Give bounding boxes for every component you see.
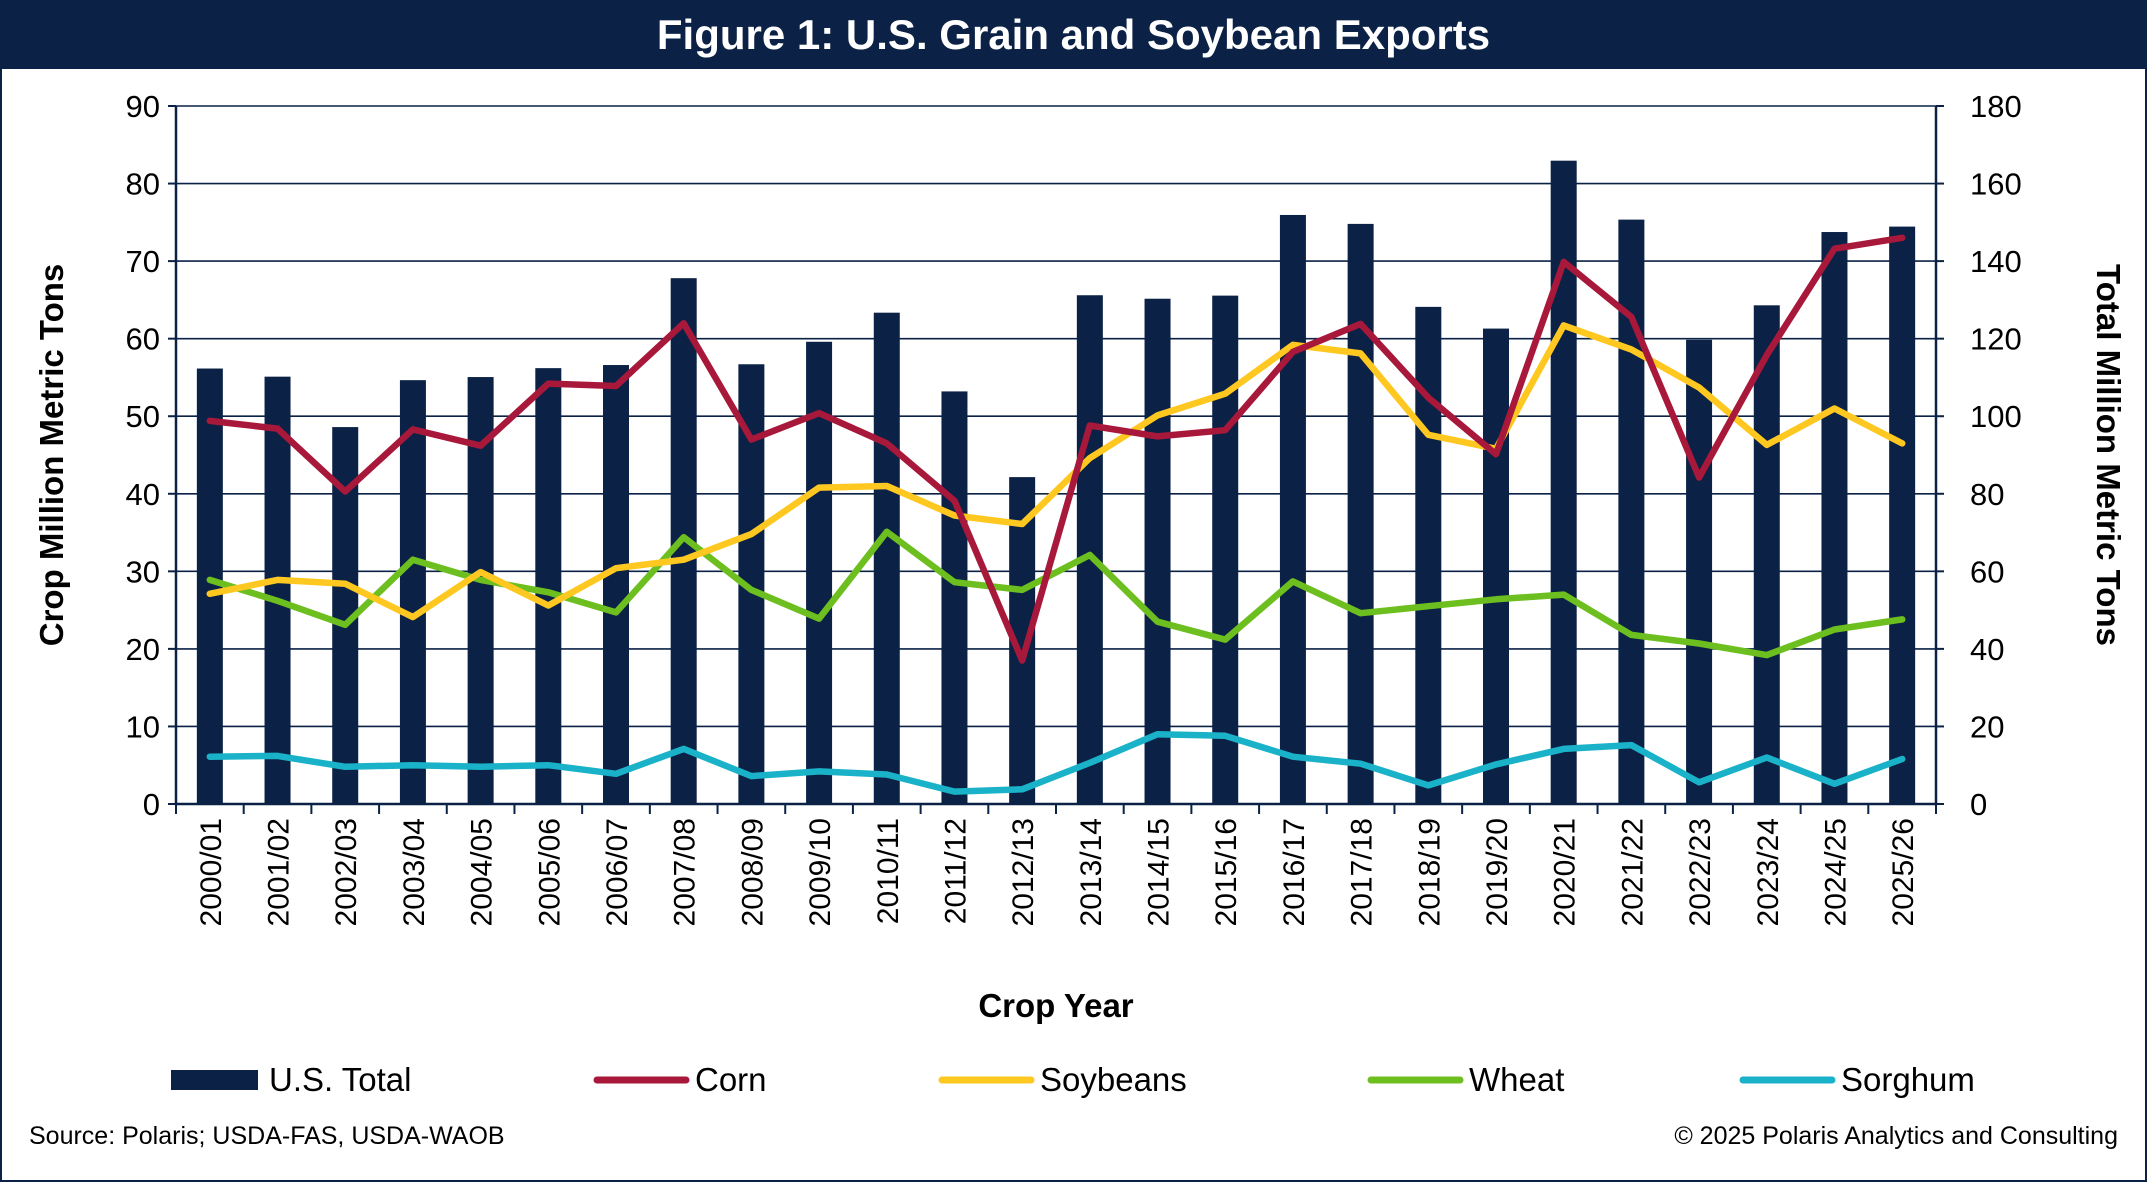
chart-title: Figure 1: U.S. Grain and Soybean Exports bbox=[656, 11, 1491, 58]
legend-swatch-u-s-total bbox=[171, 1070, 258, 1090]
series-line-wheat bbox=[206, 528, 1906, 659]
left-axis-title: Crop Million Metric Tons bbox=[33, 264, 70, 647]
x-axis-tick-label: 2019/20 bbox=[1481, 818, 1514, 926]
bar-us-total bbox=[1821, 232, 1848, 804]
x-axis-tick-label: 2025/26 bbox=[1887, 818, 1920, 926]
source-note: Source: Polaris; USDA-FAS, USDA-WAOB bbox=[29, 1122, 505, 1150]
bar-us-total bbox=[196, 368, 223, 804]
bar-us-total bbox=[873, 312, 900, 804]
left-axis-tick-label: 60 bbox=[126, 322, 160, 357]
x-axis-tick-label: 2018/19 bbox=[1413, 818, 1446, 926]
x-axis-tick-label: 2002/03 bbox=[330, 818, 363, 926]
bar-us-total bbox=[1076, 295, 1103, 804]
bar-us-total bbox=[264, 376, 291, 804]
bar-us-total bbox=[1889, 226, 1916, 805]
legend-label-u-s-total: U.S. Total bbox=[269, 1061, 411, 1098]
left-axis-tick-label: 90 bbox=[126, 89, 160, 124]
x-axis-tick-label: 2000/01 bbox=[195, 818, 228, 926]
legend-layer: U.S. Total Corn Soybeans Wheat Sorghum bbox=[171, 1061, 1975, 1098]
right-axis-tick-label: 180 bbox=[1970, 89, 2022, 124]
series-line-soybeans bbox=[206, 322, 1906, 621]
x-axis-tick-label: 2023/24 bbox=[1752, 818, 1785, 926]
bar-us-total bbox=[941, 391, 968, 804]
left-axis-tick-label: 10 bbox=[126, 709, 160, 744]
x-axis-tick-label: 2006/07 bbox=[601, 818, 634, 926]
legend-label-corn: Corn bbox=[695, 1061, 767, 1098]
right-axis-tick-label: 100 bbox=[1970, 399, 2022, 434]
bar-us-total bbox=[1212, 295, 1239, 804]
x-axis-tick-label: 2013/14 bbox=[1075, 818, 1108, 926]
bar-us-total bbox=[1279, 214, 1306, 804]
right-axis-tick-label: 20 bbox=[1970, 709, 2004, 744]
left-axis-tick-label: 20 bbox=[126, 632, 160, 667]
right-axis-tick-label: 80 bbox=[1970, 477, 2004, 512]
left-axis-tick-label: 70 bbox=[126, 244, 160, 279]
x-axis-tick-label: 2003/04 bbox=[398, 818, 431, 926]
x-axis-tick-label: 2020/21 bbox=[1549, 818, 1582, 926]
x-axis-tick-label: 2001/02 bbox=[263, 818, 296, 926]
series-line-sorghum bbox=[206, 730, 1906, 795]
bar-us-total bbox=[1550, 160, 1577, 805]
x-axis-tick-label: 2010/11 bbox=[872, 818, 905, 924]
bar-us-total bbox=[603, 365, 629, 804]
x-axis-tick-label: 2012/13 bbox=[1007, 818, 1040, 926]
bar-us-total bbox=[1144, 298, 1171, 804]
legend-label-wheat: Wheat bbox=[1469, 1061, 1564, 1098]
legend-label-soybeans: Soybeans bbox=[1040, 1061, 1187, 1098]
x-axis-tick-label: 2005/06 bbox=[533, 818, 566, 926]
x-axis-tick-label: 2008/09 bbox=[736, 818, 769, 926]
left-axis-tick-label: 80 bbox=[126, 167, 160, 202]
right-axis-title: Total Million Metric Tons bbox=[2090, 264, 2127, 646]
right-axis-tick-label: 120 bbox=[1970, 322, 2022, 357]
series-line-corn bbox=[206, 234, 1906, 664]
right-axis-tick-label: 140 bbox=[1970, 244, 2022, 279]
x-axis-tick-label: 2011/12 bbox=[939, 818, 972, 924]
x-axis-title: Crop Year bbox=[978, 987, 1133, 1024]
bar-us-total bbox=[1347, 223, 1374, 804]
bar-us-total bbox=[535, 368, 562, 804]
bar-us-total bbox=[1753, 305, 1780, 804]
copyright-note: © 2025 Polaris Analytics and Consulting bbox=[1674, 1122, 2118, 1150]
line-layer bbox=[206, 234, 1906, 795]
legend-label-sorghum: Sorghum bbox=[1841, 1061, 1975, 1098]
x-axis-tick-label: 2014/15 bbox=[1143, 818, 1176, 926]
bar-layer bbox=[196, 160, 1916, 805]
x-axis-tick-label: 2016/17 bbox=[1278, 818, 1311, 926]
x-axis-tick-label: 2021/22 bbox=[1616, 818, 1649, 926]
right-axis-tick-label: 60 bbox=[1970, 554, 2004, 589]
bar-us-total bbox=[1483, 328, 1509, 804]
x-axis-tick-label: 2015/16 bbox=[1210, 818, 1243, 926]
bar-us-total bbox=[399, 380, 426, 804]
bar-us-total bbox=[1686, 339, 1713, 804]
title-bar bbox=[0, 0, 2147, 69]
x-axis-tick-label: 2009/10 bbox=[804, 818, 837, 926]
right-axis-tick-label: 40 bbox=[1970, 632, 2004, 667]
left-axis-tick-label: 40 bbox=[126, 477, 160, 512]
left-axis-tick-label: 0 bbox=[143, 787, 160, 822]
right-axis-tick-label: 160 bbox=[1970, 167, 2022, 202]
x-axis-tick-label: 2004/05 bbox=[466, 818, 499, 926]
x-axis-tick-label: 2022/23 bbox=[1684, 818, 1717, 926]
right-axis-tick-label: 0 bbox=[1970, 787, 1987, 822]
x-axis-tick-label: 2007/08 bbox=[669, 818, 702, 926]
bar-us-total bbox=[1415, 306, 1442, 804]
axis-layer bbox=[168, 105, 1944, 814]
left-axis-tick-label: 30 bbox=[126, 554, 160, 589]
x-axis-tick-label: 2017/18 bbox=[1346, 818, 1379, 926]
left-axis-tick-label: 50 bbox=[126, 399, 160, 434]
x-axis-tick-label: 2024/25 bbox=[1819, 818, 1852, 926]
label-layer: 0 10 20 30 40 50 60 70 80 90 0 20 40 60 80 100 120 140 160… bbox=[33, 89, 2127, 1024]
